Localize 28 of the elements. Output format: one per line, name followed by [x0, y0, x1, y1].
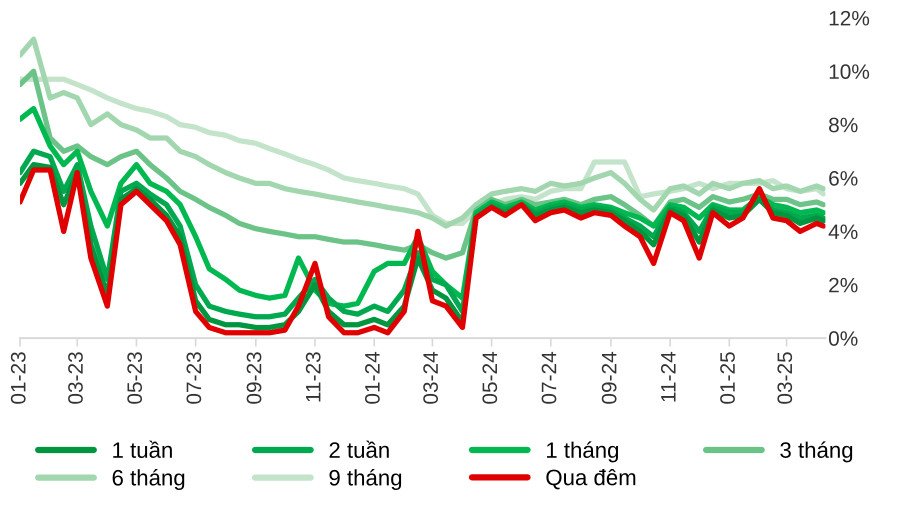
legend-label: 2 tuần — [330, 440, 389, 458]
y-tick-label: 12% — [830, 10, 870, 26]
x-tick-label: 03-24 — [423, 352, 438, 404]
legend-label: 9 tháng — [329, 469, 402, 490]
x-tick-label: 11-24 — [660, 352, 676, 402]
y-tick-label: 2% — [829, 278, 858, 292]
legend-label: 3 tháng — [780, 441, 852, 462]
x-tick-label: 03-25 — [777, 352, 792, 404]
y-tick-label: 8% — [829, 118, 858, 132]
y-tick-label: 6% — [829, 170, 858, 186]
x-tick-label: 01-23 — [10, 352, 26, 404]
y-tick-label: 10% — [830, 64, 870, 79]
x-tick-label: 03-23 — [68, 352, 83, 404]
x-tick-label: 09-24 — [602, 352, 617, 404]
x-tick-label: 11-23 — [306, 352, 321, 402]
x-tick-label: 09-23 — [246, 352, 262, 404]
legend-label: 6 tháng — [112, 469, 184, 490]
x-tick-label: 01-24 — [365, 352, 380, 404]
y-tick-label: 4% — [828, 224, 858, 240]
x-tick-label: 07-24 — [542, 352, 556, 404]
legend-label: 1 tuần — [113, 440, 172, 458]
x-tick-label: 01-25 — [720, 352, 735, 404]
legend-label: Qua đêm — [546, 468, 636, 490]
x-tick-label: 05-23 — [127, 352, 142, 404]
x-tick-label: 07-23 — [186, 352, 202, 404]
x-tick-label: 05-24 — [482, 352, 498, 404]
legend-label: 1 tháng — [547, 441, 618, 462]
y-tick-label: 0% — [828, 331, 858, 346]
